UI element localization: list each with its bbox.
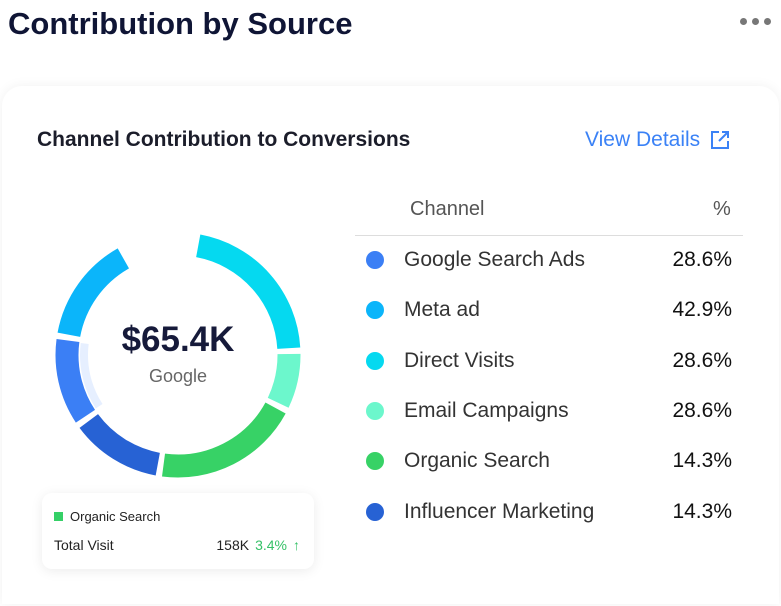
table-row[interactable]: Meta ad 42.9% xyxy=(366,295,732,325)
color-dot-icon xyxy=(366,502,384,521)
donut-chart xyxy=(55,234,301,478)
channel-pct: 28.6% xyxy=(672,348,732,372)
table-row[interactable]: Influencer Marketing 14.3% xyxy=(366,497,732,527)
color-dot-icon xyxy=(366,452,384,471)
channel-name: Direct Visits xyxy=(404,348,515,372)
selected-segment-highlight xyxy=(80,343,103,409)
table-row[interactable]: Organic Search 14.3% xyxy=(366,446,732,476)
center-value: $65.4K xyxy=(121,320,235,359)
more-options-icon[interactable] xyxy=(740,18,771,25)
channel-name: Email Campaigns xyxy=(404,398,569,422)
channel-pct: 28.6% xyxy=(672,398,732,422)
external-link-icon xyxy=(711,131,730,149)
donut-segment[interactable] xyxy=(267,353,301,408)
channel-pct: 28.6% xyxy=(672,248,732,271)
channel-name: Organic Search xyxy=(404,449,550,473)
view-details-link[interactable]: View Details xyxy=(585,128,730,152)
divider xyxy=(355,235,743,236)
table-row[interactable]: Direct Visits 28.6% xyxy=(366,346,732,376)
header-channel: Channel xyxy=(410,198,485,220)
header-pct: % xyxy=(713,198,731,220)
table-row[interactable]: Google Search Ads 28.6% xyxy=(366,245,732,275)
donut-segment[interactable] xyxy=(55,339,96,423)
color-dot-icon xyxy=(366,251,384,269)
color-dot-icon xyxy=(366,401,384,420)
color-dot-icon xyxy=(366,301,384,320)
color-dot-icon xyxy=(366,351,384,370)
page-title: Contribution by Source xyxy=(8,6,353,41)
donut-segment[interactable] xyxy=(79,413,161,476)
channel-pct: 42.9% xyxy=(672,298,732,322)
channel-pct: 14.3% xyxy=(672,449,732,473)
tooltip-value: 158K xyxy=(216,537,250,553)
channel-name: Meta ad xyxy=(404,298,480,322)
donut-segment[interactable] xyxy=(162,402,286,478)
channel-pct: 14.3% xyxy=(672,499,732,523)
donut-segment[interactable] xyxy=(195,234,301,350)
donut-segment[interactable] xyxy=(57,248,130,338)
arrow-up-icon: ↑ xyxy=(293,537,300,553)
channel-name: Influencer Marketing xyxy=(404,499,595,523)
legend-swatch xyxy=(54,512,63,521)
tooltip: Organic Search Total Visit 158K 3.4% ↑ xyxy=(42,493,314,569)
table-row[interactable]: Email Campaigns 28.6% xyxy=(366,396,732,426)
view-details-label: View Details xyxy=(585,128,701,151)
tooltip-change: 3.4% xyxy=(255,537,287,553)
channel-name: Google Search Ads xyxy=(404,248,585,271)
center-label: Google xyxy=(148,366,208,386)
tooltip-metric: Total Visit xyxy=(54,537,114,553)
card-title: Channel Contribution to Conversions xyxy=(37,128,411,151)
tooltip-channel: Organic Search xyxy=(70,509,161,524)
